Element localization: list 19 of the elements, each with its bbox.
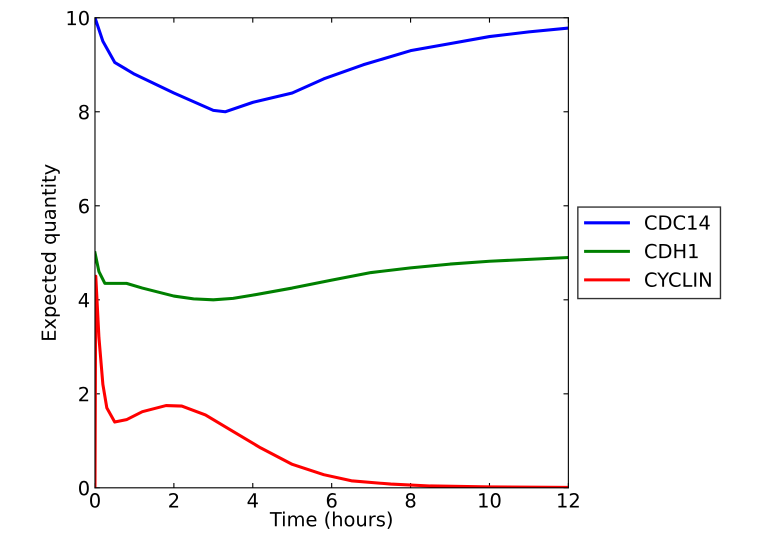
x-tick-label: 12 bbox=[558, 493, 579, 508]
line-series bbox=[94, 251, 568, 302]
y-tick-label: 10 bbox=[68, 10, 89, 26]
y-tick-label: 4 bbox=[78, 293, 90, 308]
legend-label: CDC14 bbox=[645, 215, 710, 230]
y-tick-label: 6 bbox=[79, 198, 89, 214]
x-tick-label: 4 bbox=[248, 493, 258, 508]
y-tick-label: 2 bbox=[79, 386, 88, 402]
x-tick-label: 8 bbox=[406, 493, 416, 508]
y-tick-label: 8 bbox=[79, 104, 89, 120]
x-tick-label: 10 bbox=[479, 493, 501, 508]
x-tick-label: 6 bbox=[326, 493, 337, 508]
y-axis-title: Expected quantity bbox=[41, 164, 60, 340]
x-axis-title: Time (hours) bbox=[270, 512, 392, 529]
y-tick-label: 0 bbox=[79, 480, 89, 496]
legend-label: CDH1 bbox=[645, 244, 698, 258]
legend-label: CYCLIN bbox=[645, 272, 711, 287]
x-tick-label: 2 bbox=[169, 493, 178, 508]
x-tick-label: 0 bbox=[90, 493, 100, 508]
